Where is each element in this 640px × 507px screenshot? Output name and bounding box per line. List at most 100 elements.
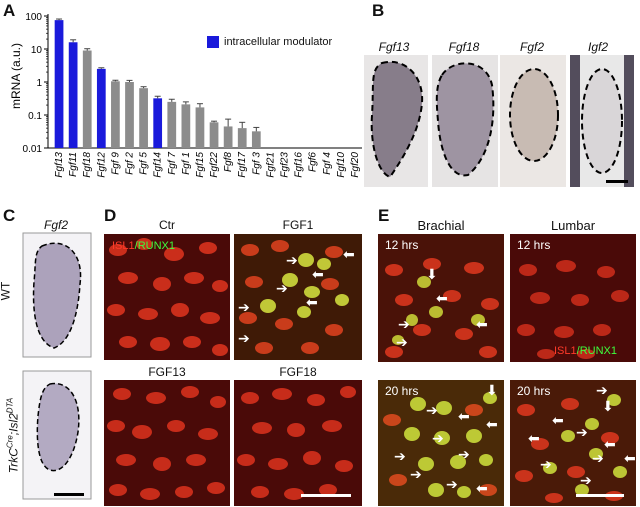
x-tick-label: Fgf10 [336, 152, 347, 178]
ish-panel-trkc [22, 370, 92, 500]
panel-e-title-lumbar: Lumbar [550, 218, 596, 233]
panel-e-title-brachial: Brachial [417, 218, 465, 233]
x-tick-label: Fgf13 [54, 152, 65, 178]
x-tick-label: Fgf14 [153, 152, 164, 178]
panel-d-title-fgf1: FGF1 [282, 218, 314, 232]
arrow-marker: ➔ [592, 451, 604, 467]
panel-e-stain-label: ISL1/RUNX1 [554, 345, 617, 357]
row-label-trkc: TrkCCre;Isl2DTA [5, 397, 21, 474]
x-tick-label: Fgf21 [265, 152, 276, 178]
x-tick-label: Fgf 2 [125, 152, 136, 175]
arrow-marker: ⬅ [476, 317, 488, 333]
ish-panel-fgf2 [500, 55, 566, 187]
x-tick-label: Fgf 5 [139, 152, 150, 175]
arrow-marker: ➔ [410, 467, 422, 483]
bar [251, 131, 261, 148]
bar [125, 82, 134, 148]
row-label-wt: WT [0, 281, 13, 301]
x-tick-label: Fgf22 [209, 152, 220, 178]
ish-panel-fgf13 [364, 55, 428, 187]
panel-label-a: A [3, 1, 16, 20]
panel-e-time-1: 12 hrs [385, 238, 419, 252]
bar [223, 126, 233, 148]
x-tick-label: Fgf12 [96, 152, 107, 178]
y-tick-label: 1 [36, 78, 42, 89]
x-tick-label: Fgf 7 [167, 152, 178, 175]
bar [181, 104, 191, 148]
arrow-marker: ⬅ [436, 291, 448, 307]
panel-c-title: Fgf2 [43, 218, 68, 232]
mrna-bar-chart: mRNA (a.u.) 0.01 0.1 1 10 100 Fgf13 Fgf11 Fgf18… [9, 12, 362, 178]
bar [209, 122, 219, 148]
fluor-panel-fgf18 [234, 380, 362, 506]
panel-e-time-2: 12 hrs [517, 238, 551, 252]
x-tick-label: Fgf17 [237, 152, 248, 178]
panel-e-time-3: 20 hrs [385, 384, 419, 398]
bar [237, 128, 247, 148]
panel-b-title-3: Fgf2 [519, 40, 544, 54]
arrow-marker: ⬅ [458, 409, 470, 425]
arrow-marker: ➔ [540, 457, 552, 473]
panel-b-title-1: Fgf13 [378, 40, 410, 54]
legend-label: intracellular modulator [224, 36, 333, 48]
arrow-marker: ⬇ [602, 399, 614, 415]
bar [54, 20, 64, 148]
arrow-marker: ➔ [238, 300, 250, 316]
panel-label-b: B [372, 1, 385, 20]
y-tick-label: 0.01 [23, 144, 43, 155]
arrow-marker: ➔ [238, 331, 250, 347]
scale-bar-b [606, 180, 628, 183]
panel-b-title-4: Igf2 [587, 40, 608, 54]
arrow-marker: ➔ [394, 449, 406, 465]
x-tick-label: Fgf 3 [251, 152, 262, 175]
fluor-panel-ctr [104, 234, 230, 360]
bar [68, 42, 78, 149]
panel-d-title-fgf18: FGF18 [279, 365, 317, 379]
bar [167, 101, 177, 148]
x-tick-label: Fgf18 [82, 152, 93, 178]
arrow-marker: ⬅ [624, 451, 636, 467]
panel-d-title-ctr: Ctr [159, 218, 175, 232]
arrow-marker: ➔ [426, 403, 438, 419]
y-tick-label: 100 [25, 12, 42, 23]
arrow-marker: ⬅ [528, 431, 540, 447]
arrow-marker: ⬅ [552, 413, 564, 429]
fluor-panel-lumbar-12h [510, 234, 636, 362]
x-tick-label: Fgf23 [280, 152, 291, 178]
y-tick-label: 0.1 [28, 111, 42, 122]
bar [82, 50, 92, 149]
arrow-marker: ➔ [576, 425, 588, 441]
bar [139, 88, 148, 148]
x-tick-label: Fgf 4 [322, 152, 333, 175]
arrow-marker: ➔ [398, 317, 410, 333]
legend: intracellular modulator [207, 36, 332, 48]
arrow-marker: ⬅ [486, 417, 498, 433]
legend-swatch [207, 36, 219, 48]
arrow-marker: ⬅ [312, 267, 324, 283]
panel-label-e: E [378, 206, 390, 225]
panel-b-title-2: Fgf18 [448, 40, 480, 54]
x-tick-label: Fgf16 [294, 152, 305, 178]
fluor-panel-fgf1 [234, 234, 362, 360]
bar [195, 107, 205, 148]
ish-panel-wt [22, 232, 92, 358]
bar [111, 81, 120, 148]
x-tick-label: Fgf20 [350, 152, 361, 178]
arrow-marker: ➔ [458, 447, 470, 463]
fluor-panel-fgf13 [104, 380, 230, 506]
x-tick-label: Fgf11 [68, 152, 79, 177]
panel-e-time-4: 20 hrs [517, 384, 551, 398]
x-tick-label: Fgf15 [195, 152, 206, 178]
arrow-marker: ⬅ [306, 295, 318, 311]
arrow-marker: ➔ [580, 473, 592, 489]
y-axis-label: mRNA (a.u.) [9, 43, 23, 109]
ish-panel-igf2 [570, 55, 634, 187]
x-tick-label: Fgf6 [308, 152, 319, 172]
arrow-marker: ➔ [276, 281, 288, 297]
panel-label-c: C [3, 206, 16, 225]
panel-d-title-fgf13: FGF13 [148, 365, 186, 379]
arrow-marker: ⬇ [426, 267, 438, 283]
arrow-marker: ⬅ [476, 481, 488, 497]
x-tick-label: Fgf8 [223, 152, 234, 172]
x-tick-label: Fgf 9 [110, 152, 121, 175]
